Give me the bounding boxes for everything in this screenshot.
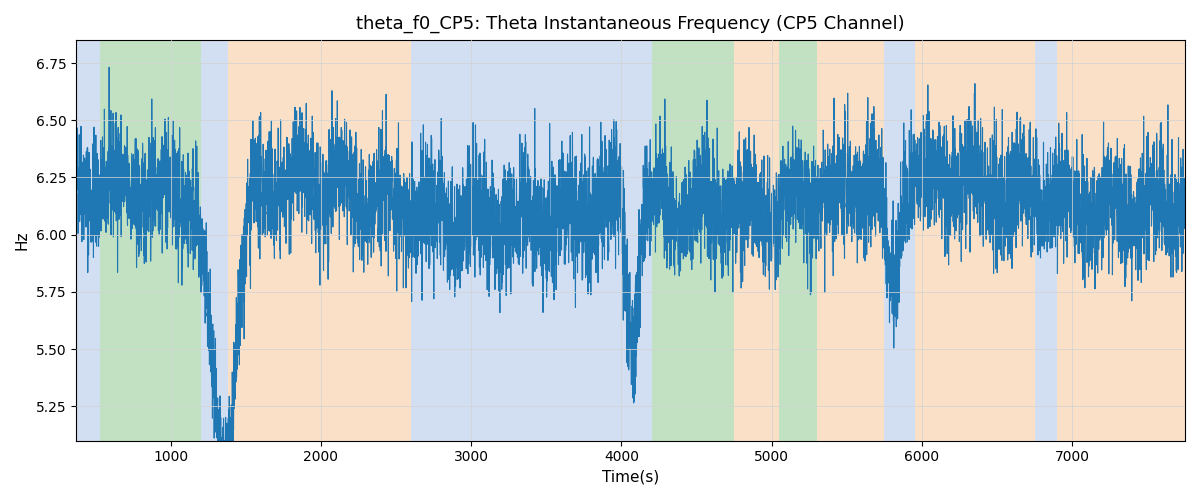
Bar xyxy=(1057,40,1184,440)
Bar xyxy=(412,40,599,440)
Bar xyxy=(652,40,734,440)
Bar xyxy=(228,40,412,440)
Bar xyxy=(884,40,914,440)
Bar xyxy=(779,40,817,440)
Bar xyxy=(629,40,652,440)
Bar xyxy=(200,40,228,440)
Bar xyxy=(817,40,884,440)
X-axis label: Time(s): Time(s) xyxy=(602,470,659,485)
Bar xyxy=(734,40,779,440)
Bar xyxy=(599,40,629,440)
Bar xyxy=(1034,40,1057,440)
Bar xyxy=(76,40,100,440)
Bar xyxy=(914,40,1034,440)
Title: theta_f0_CP5: Theta Instantaneous Frequency (CP5 Channel): theta_f0_CP5: Theta Instantaneous Freque… xyxy=(356,15,905,34)
Y-axis label: Hz: Hz xyxy=(14,230,30,250)
Bar xyxy=(100,40,200,440)
